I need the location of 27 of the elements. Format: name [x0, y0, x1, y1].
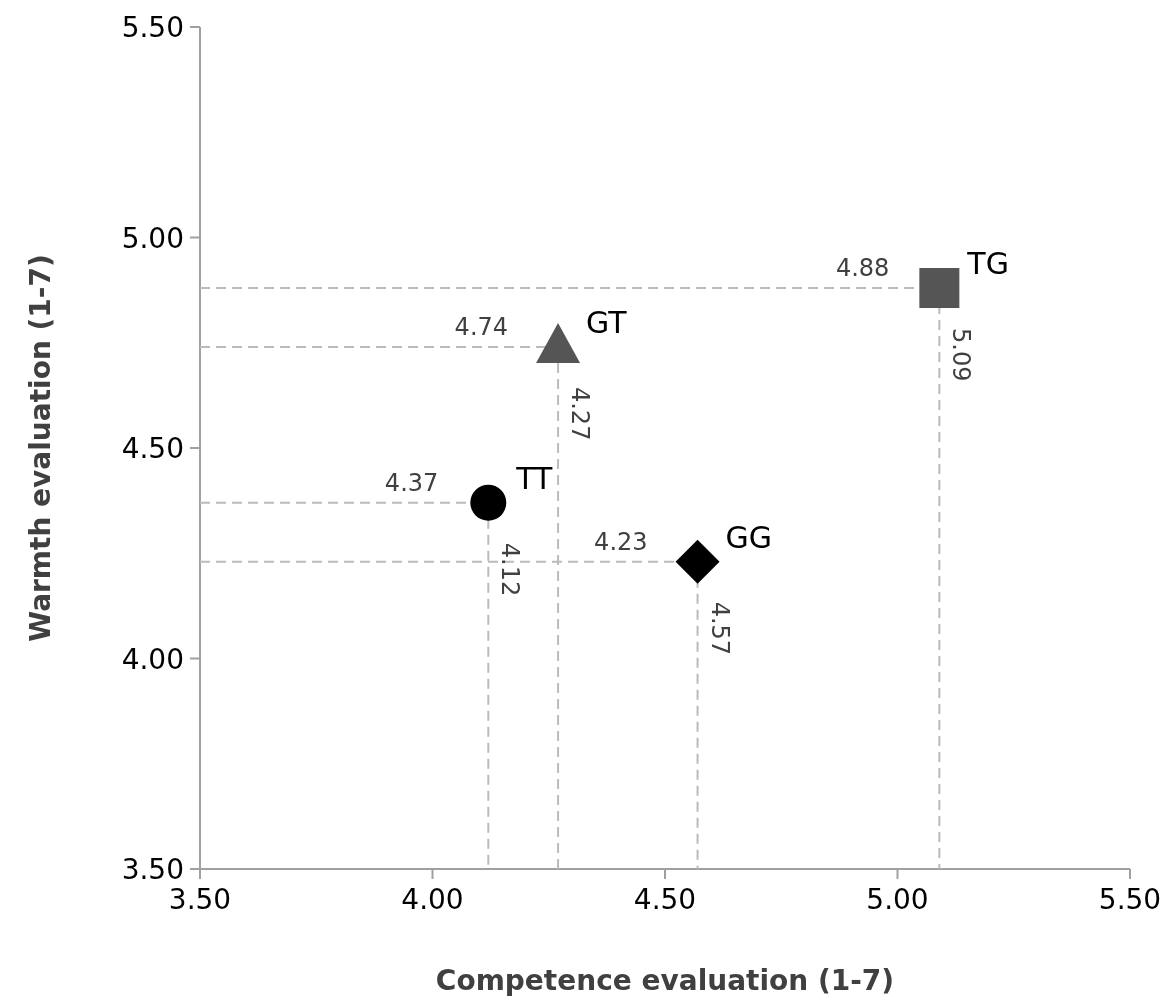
point	[675, 539, 720, 584]
x-axis-title: Competence evaluation (1-7)	[435, 964, 895, 997]
y-axis-title: Warmth evaluation (1-7)	[24, 254, 57, 642]
y-tick-label: 4.50	[121, 432, 184, 465]
annotation: 4.57	[705, 601, 734, 656]
x-tick-label: 4.50	[633, 883, 697, 916]
x-tick-label: 5.50	[1098, 883, 1162, 916]
series-label: TT	[515, 460, 554, 496]
series-label: GT	[586, 304, 628, 340]
series-label: TG	[966, 246, 1009, 282]
data-label: 4.74	[454, 312, 509, 341]
x-tick-label: 5.00	[866, 883, 929, 916]
y-tick-label: 5.00	[121, 221, 184, 255]
y-tick-label: 5.50	[121, 11, 184, 44]
point	[470, 484, 507, 521]
y-tick-label: 4.00	[121, 642, 184, 676]
series-label: GG	[725, 519, 773, 555]
x-tick-label: 4.00	[401, 883, 464, 916]
y-tick-label: 3.50	[121, 853, 184, 886]
data-label: 4.37	[384, 468, 439, 497]
annotation: 4.27	[566, 386, 595, 441]
annotation: 4.12	[496, 542, 525, 597]
data-label: 4.88	[835, 254, 890, 283]
point	[919, 268, 960, 309]
annotation: 5.09	[947, 328, 976, 382]
x-tick-label: 3.50	[168, 883, 232, 916]
data-label: 4.23	[594, 527, 648, 556]
